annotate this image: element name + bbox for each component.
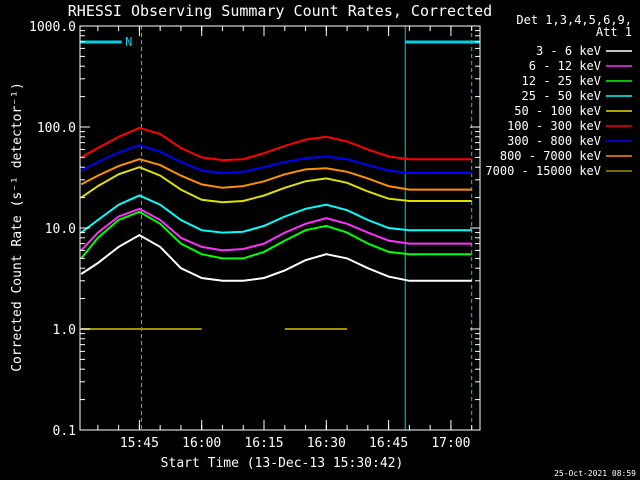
x-tick-label: 16:15 <box>244 436 283 451</box>
series-line-6 <box>80 144 472 175</box>
x-tick-label: 15:45 <box>120 436 159 451</box>
legend-entry-label: 800 - 7000 keV <box>500 149 601 163</box>
series-line-2 <box>80 210 472 260</box>
y-axis-label: Corrected Count Rate (s⁻¹ detector⁻¹) <box>10 82 25 372</box>
series-line-7 <box>80 158 472 191</box>
x-axis-ticks: 15:45 16:00 16:15 16:30 16:45 17:00 <box>97 26 473 451</box>
legend-header-line: Det 1,3,4,5,6,9, <box>516 13 632 27</box>
y-tick-label: 0.1 <box>53 424 76 439</box>
series-line-4 <box>80 166 472 204</box>
legend-entry-label: 7000 - 15000 keV <box>485 164 601 178</box>
x-axis-label: Start Time (13-Dec-13 15:30:42) <box>161 456 404 471</box>
chart-title: RHESSI Observing Summary Count Rates, Co… <box>68 2 492 20</box>
series-lines <box>80 126 472 330</box>
y-tick-label: 1.0 <box>53 323 76 338</box>
legend-entry-label: 6 - 12 keV <box>529 59 601 73</box>
legend-entry-label: 50 - 100 keV <box>514 104 601 118</box>
x-tick-label: 17:00 <box>431 436 470 451</box>
series-line-1 <box>80 207 472 252</box>
x-tick-label: 16:00 <box>182 436 221 451</box>
legend-entry-label: 100 - 300 keV <box>507 119 601 133</box>
x-tick-label: 16:45 <box>369 436 408 451</box>
y-axis-ticks: 0.1 1.0 10.0 100.0 1000.0 <box>29 20 480 439</box>
legend-header-line: Att 1 <box>596 25 632 39</box>
series-line-5 <box>80 126 472 162</box>
legend-entry-label: 300 - 800 keV <box>507 134 601 148</box>
x-tick-label: 16:30 <box>307 436 346 451</box>
series-line-3 <box>80 194 472 234</box>
footer-timestamp: 25-Oct-2021 08:59 <box>554 469 636 478</box>
night-interval-label: N <box>125 35 132 49</box>
legend-entry-label: 3 - 6 keV <box>536 44 601 58</box>
y-tick-label: 100.0 <box>37 121 76 136</box>
y-tick-label: 10.0 <box>45 222 76 237</box>
legend-entry-label: 12 - 25 keV <box>522 74 601 88</box>
legend-entry-label: 25 - 50 keV <box>522 89 601 103</box>
series-line-0 <box>80 233 472 282</box>
y-tick-label: 1000.0 <box>29 20 76 35</box>
